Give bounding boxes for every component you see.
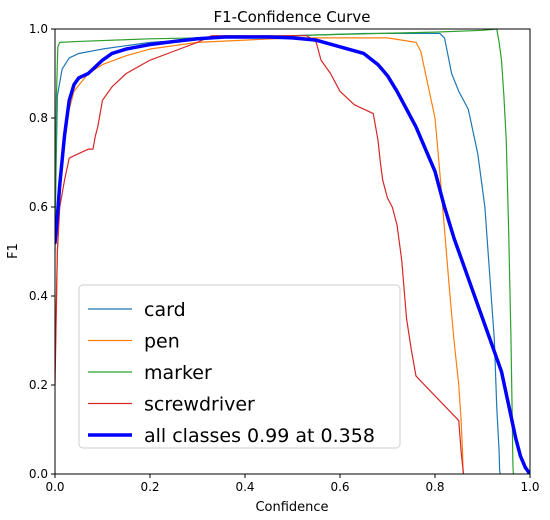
series-line-all-classes-0-99-at-0-358 <box>55 35 530 474</box>
plot-frame <box>54 28 531 475</box>
x-tick-label: 0.4 <box>235 480 254 494</box>
legend-label-pen: pen <box>144 331 180 353</box>
x-tick-label: 0.0 <box>45 480 64 494</box>
y-tick-label: 0.4 <box>29 289 48 303</box>
legend-label-card: card <box>144 299 186 321</box>
x-tick-label: 1.0 <box>520 480 539 494</box>
legend-box <box>78 284 401 449</box>
legend-label-marker: marker <box>144 362 212 384</box>
y-tick-label: 0.0 <box>29 467 48 481</box>
x-tick-label: 0.8 <box>425 480 444 494</box>
x-tick-label: 0.2 <box>140 480 159 494</box>
y-tick-label: 0.6 <box>29 200 48 214</box>
y-axis-label: F1 <box>6 243 21 259</box>
y-tick-label: 1.0 <box>29 22 48 36</box>
legend-label-all-classes-0-99-at-0-358: all classes 0.99 at 0.358 <box>144 425 375 447</box>
y-tick-label: 0.2 <box>29 378 48 392</box>
x-tick-label: 0.6 <box>330 480 349 494</box>
y-tick-label: 0.8 <box>29 111 48 125</box>
series-line-pen <box>55 37 465 474</box>
legend-label-screwdriver: screwdriver <box>144 394 255 416</box>
plot-area <box>55 29 530 474</box>
axes: 0.0 0.2 0.4 0.6 0.8 1.0 0.0 0.2 0.4 0.6 0.8 1.0 <box>29 22 540 494</box>
x-axis-label: Confidence <box>255 500 328 515</box>
legend: card pen marker screwdriver all classes 0.99… <box>78 284 401 449</box>
series-line-screwdriver <box>55 35 465 474</box>
series-line-marker <box>55 29 514 474</box>
chart-title: F1-Confidence Curve <box>214 8 371 26</box>
